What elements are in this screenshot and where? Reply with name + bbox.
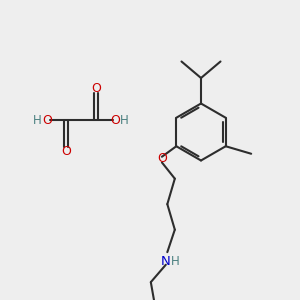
Text: H: H [33,113,42,127]
Text: O: O [157,152,167,165]
Text: H: H [170,255,179,268]
Text: O: O [110,113,120,127]
Text: O: O [91,82,101,95]
Text: H: H [119,113,128,127]
Text: N: N [161,255,171,268]
Text: O: O [42,113,52,127]
Text: O: O [61,145,71,158]
